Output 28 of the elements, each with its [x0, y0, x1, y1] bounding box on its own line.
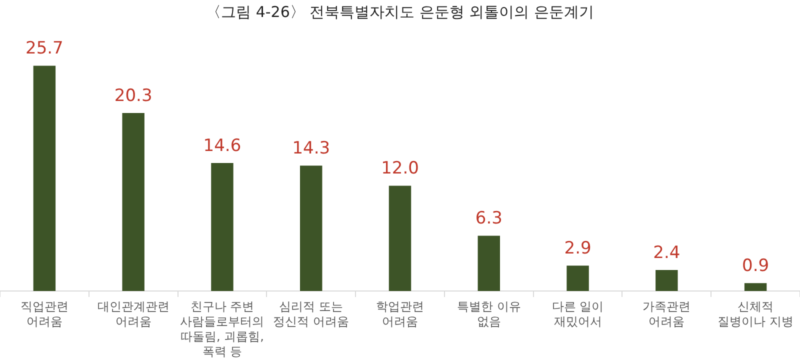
bar: [388, 186, 412, 291]
data-label: 14.3: [292, 138, 330, 159]
bar: [300, 166, 322, 291]
data-label: 2.9: [564, 238, 592, 258]
bar: [656, 270, 678, 291]
data-label: 14.6: [203, 136, 242, 156]
x-tick-label: 신체적 질병이나 지병: [718, 300, 794, 329]
x-tick-label: 직업관련 어려움: [20, 300, 68, 329]
x-tick-label: 친구나 주변 사람들로부터의 따돌림, 괴롭힘, 폭력 등: [180, 300, 264, 359]
x-tick-label: 특별한 이유 없음: [456, 300, 521, 329]
bar: [33, 66, 56, 291]
data-label: 20.3: [114, 86, 152, 106]
data-label: 0.9: [742, 256, 770, 276]
bar: [122, 113, 144, 291]
bar: [478, 236, 500, 291]
bar: [566, 266, 589, 291]
x-tick-label: 가족관련 어려움: [642, 300, 691, 329]
data-label: 12.0: [381, 158, 419, 179]
chart-title: 〈그림 4-26〉 전북특별자치도 은둔형 외톨이의 은둔계기: [206, 2, 594, 21]
x-tick-label: 대인관계관련 어려움: [97, 300, 170, 329]
data-label: 2.4: [653, 242, 680, 263]
x-tick-label: 다른 일이 재밌어서: [552, 300, 604, 329]
x-tick-label: 학업관련 어려움: [376, 300, 424, 329]
bar: [744, 283, 767, 291]
bar: [211, 163, 234, 291]
data-label: 25.7: [26, 38, 64, 59]
x-tick-label: 심리적 또는 정신적 어려움: [273, 300, 350, 329]
data-label: 6.3: [475, 208, 502, 229]
